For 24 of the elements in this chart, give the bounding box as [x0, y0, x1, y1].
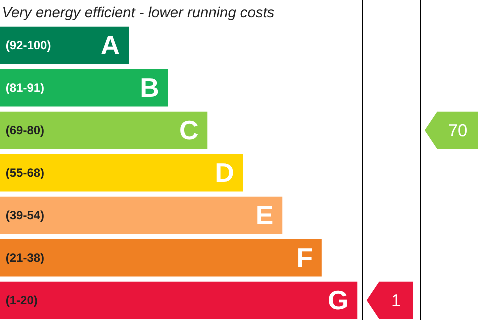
bar — [0, 112, 208, 150]
text: 1 — [392, 290, 402, 311]
y-tick-label: A — [100, 30, 120, 61]
annotation: (81-91) — [6, 81, 45, 96]
y-tick-label: F — [296, 243, 313, 274]
bar — [0, 196, 283, 234]
chart-title: Very energy efficient - lower running costs — [2, 6, 276, 22]
annotation: (21-38) — [6, 251, 45, 266]
annotation: (39-54) — [6, 208, 45, 223]
bar — [0, 282, 358, 320]
bar — [0, 26, 130, 64]
annotation: (69-80) — [6, 124, 45, 138]
bar — [0, 154, 244, 192]
y-tick-label: E — [256, 200, 274, 231]
text: 70 — [448, 120, 468, 141]
y-tick-label: D — [215, 158, 234, 188]
annotation: (92-100) — [6, 38, 52, 53]
y-tick-label: G — [328, 286, 349, 316]
annotation: (1-20) — [6, 294, 38, 308]
y-tick-label: B — [140, 73, 160, 104]
annotation: (55-68) — [6, 166, 45, 180]
bar — [0, 239, 322, 277]
bar — [0, 69, 168, 107]
y-tick-label: C — [179, 116, 199, 146]
